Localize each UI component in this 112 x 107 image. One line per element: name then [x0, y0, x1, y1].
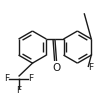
Text: F: F — [28, 74, 33, 83]
Text: O: O — [52, 63, 61, 73]
Text: F: F — [4, 74, 9, 83]
Text: F: F — [88, 63, 93, 72]
Text: F: F — [17, 86, 22, 95]
